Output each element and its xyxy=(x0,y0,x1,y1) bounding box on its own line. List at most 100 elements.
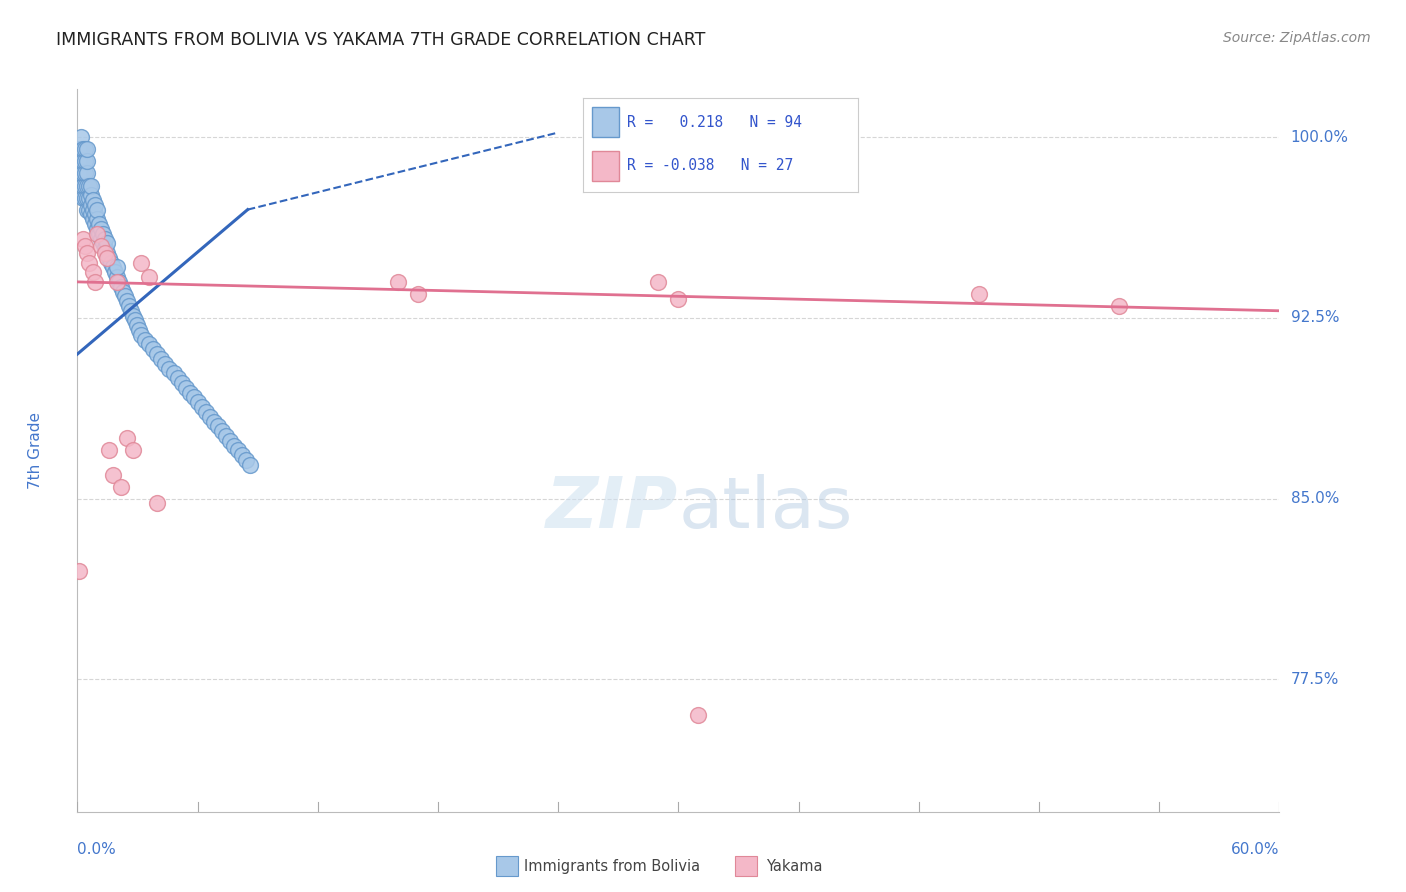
Point xyxy=(235,453,257,467)
Point xyxy=(668,292,690,306)
Point xyxy=(239,458,262,472)
Point xyxy=(90,222,112,236)
Point xyxy=(79,255,101,269)
Text: IMMIGRANTS FROM BOLIVIA VS YAKAMA 7TH GRADE CORRELATION CHART: IMMIGRANTS FROM BOLIVIA VS YAKAMA 7TH GR… xyxy=(56,31,706,49)
Point xyxy=(90,231,112,245)
Point xyxy=(183,391,205,405)
Point xyxy=(76,246,98,260)
Point xyxy=(647,275,669,289)
Point xyxy=(128,323,150,337)
Point xyxy=(174,381,197,395)
Point xyxy=(190,400,212,414)
Point xyxy=(80,188,103,202)
Point xyxy=(146,496,169,510)
Point xyxy=(688,708,710,723)
Point xyxy=(117,294,139,309)
Point xyxy=(114,289,136,303)
Point xyxy=(138,337,160,351)
Point xyxy=(84,198,107,212)
Point xyxy=(211,424,233,438)
Text: 77.5%: 77.5% xyxy=(1291,672,1339,687)
Point xyxy=(75,143,97,157)
Point xyxy=(93,227,115,241)
Point xyxy=(75,178,97,193)
Point xyxy=(67,167,90,181)
Point xyxy=(96,246,118,260)
Point xyxy=(75,191,97,205)
Point xyxy=(80,207,103,221)
Point xyxy=(75,239,97,253)
Point xyxy=(80,178,103,193)
Point xyxy=(155,357,177,371)
Point xyxy=(98,443,121,458)
Point xyxy=(179,385,201,400)
Point xyxy=(103,260,125,275)
Point xyxy=(89,227,111,241)
Point xyxy=(89,217,111,231)
Point xyxy=(387,275,409,289)
Point xyxy=(70,143,93,157)
Text: Immigrants from Bolivia: Immigrants from Bolivia xyxy=(524,859,700,873)
Point xyxy=(67,154,90,169)
Point xyxy=(94,241,117,255)
Point xyxy=(107,275,129,289)
Text: ZIP: ZIP xyxy=(546,474,679,542)
Point xyxy=(222,439,245,453)
Point xyxy=(82,265,104,279)
Point xyxy=(967,287,990,301)
Point xyxy=(67,564,90,578)
Point xyxy=(72,143,94,157)
Point xyxy=(75,167,97,181)
Point xyxy=(72,178,94,193)
Point xyxy=(159,361,181,376)
Point xyxy=(82,212,104,227)
Point xyxy=(127,318,149,333)
Point xyxy=(146,347,169,361)
Bar xyxy=(592,108,619,137)
Point xyxy=(72,191,94,205)
Text: Yakama: Yakama xyxy=(765,859,823,873)
Point xyxy=(70,130,93,145)
Point xyxy=(79,202,101,217)
Point xyxy=(86,227,108,241)
Point xyxy=(112,285,135,299)
Point xyxy=(75,154,97,169)
Text: 92.5%: 92.5% xyxy=(1291,310,1339,326)
Point xyxy=(162,367,184,381)
Point xyxy=(84,207,107,221)
Point xyxy=(186,395,209,409)
Point xyxy=(207,419,229,434)
Point xyxy=(70,154,93,169)
Point xyxy=(70,167,93,181)
Point xyxy=(79,191,101,205)
Point xyxy=(96,251,118,265)
Text: R = -0.038   N = 27: R = -0.038 N = 27 xyxy=(627,158,793,173)
Point xyxy=(104,265,127,279)
Point xyxy=(117,432,139,446)
Point xyxy=(93,236,115,251)
Point xyxy=(86,222,108,236)
Bar xyxy=(592,151,619,180)
Text: 100.0%: 100.0% xyxy=(1291,130,1348,145)
Point xyxy=(76,178,98,193)
Point xyxy=(107,270,129,285)
Point xyxy=(231,448,253,462)
Text: atlas: atlas xyxy=(679,474,853,542)
Point xyxy=(122,309,145,323)
Point xyxy=(76,154,98,169)
Point xyxy=(96,236,118,251)
Text: 60.0%: 60.0% xyxy=(1232,842,1279,857)
Point xyxy=(131,255,153,269)
Point xyxy=(142,343,165,357)
Point xyxy=(98,251,121,265)
Text: Source: ZipAtlas.com: Source: ZipAtlas.com xyxy=(1223,31,1371,45)
Point xyxy=(406,287,429,301)
Point xyxy=(110,480,132,494)
Point xyxy=(1108,299,1130,313)
Point xyxy=(76,202,98,217)
Point xyxy=(94,231,117,245)
Text: 85.0%: 85.0% xyxy=(1291,491,1339,506)
Point xyxy=(118,299,141,313)
Text: 0.0%: 0.0% xyxy=(77,842,117,857)
Point xyxy=(79,178,101,193)
